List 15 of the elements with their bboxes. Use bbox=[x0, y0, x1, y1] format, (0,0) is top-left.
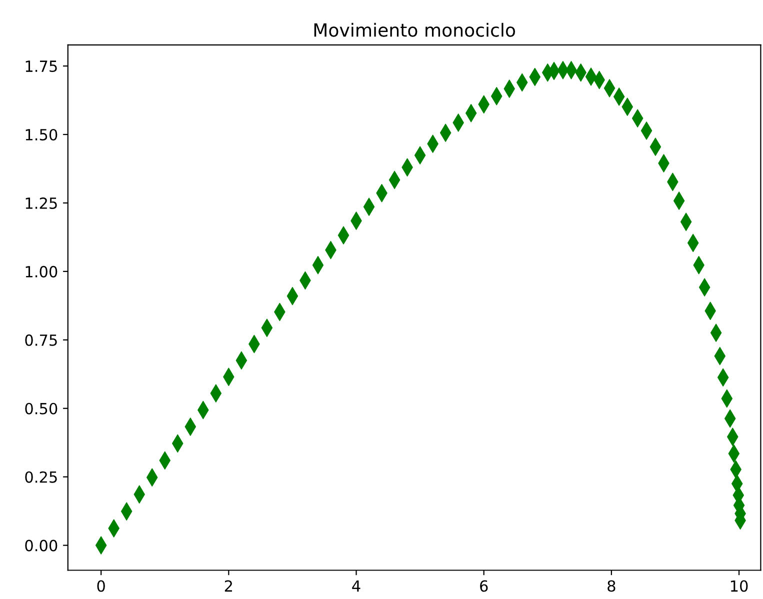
y-tick-label: 1.75 bbox=[26, 60, 57, 72]
y-tick-label: 1.25 bbox=[26, 197, 57, 209]
y-tick-label: 0.00 bbox=[25, 540, 58, 552]
y-tick-label: 0.25 bbox=[25, 471, 57, 483]
x-tick-label: 6 bbox=[480, 580, 488, 592]
x-tick-label: 8 bbox=[608, 580, 616, 592]
y-tick-label: 1.50 bbox=[26, 128, 58, 141]
chart-title: Movimiento monociclo bbox=[314, 22, 516, 37]
y-tick-label: 0.50 bbox=[25, 402, 58, 414]
x-tick-label: 0 bbox=[97, 580, 105, 592]
x-tick-label: 4 bbox=[352, 580, 360, 592]
x-tick-label: 10 bbox=[730, 580, 748, 592]
x-tick-label: 2 bbox=[224, 580, 232, 592]
y-tick-label: 1.00 bbox=[26, 266, 58, 278]
y-tick-label: 0.75 bbox=[25, 334, 57, 346]
